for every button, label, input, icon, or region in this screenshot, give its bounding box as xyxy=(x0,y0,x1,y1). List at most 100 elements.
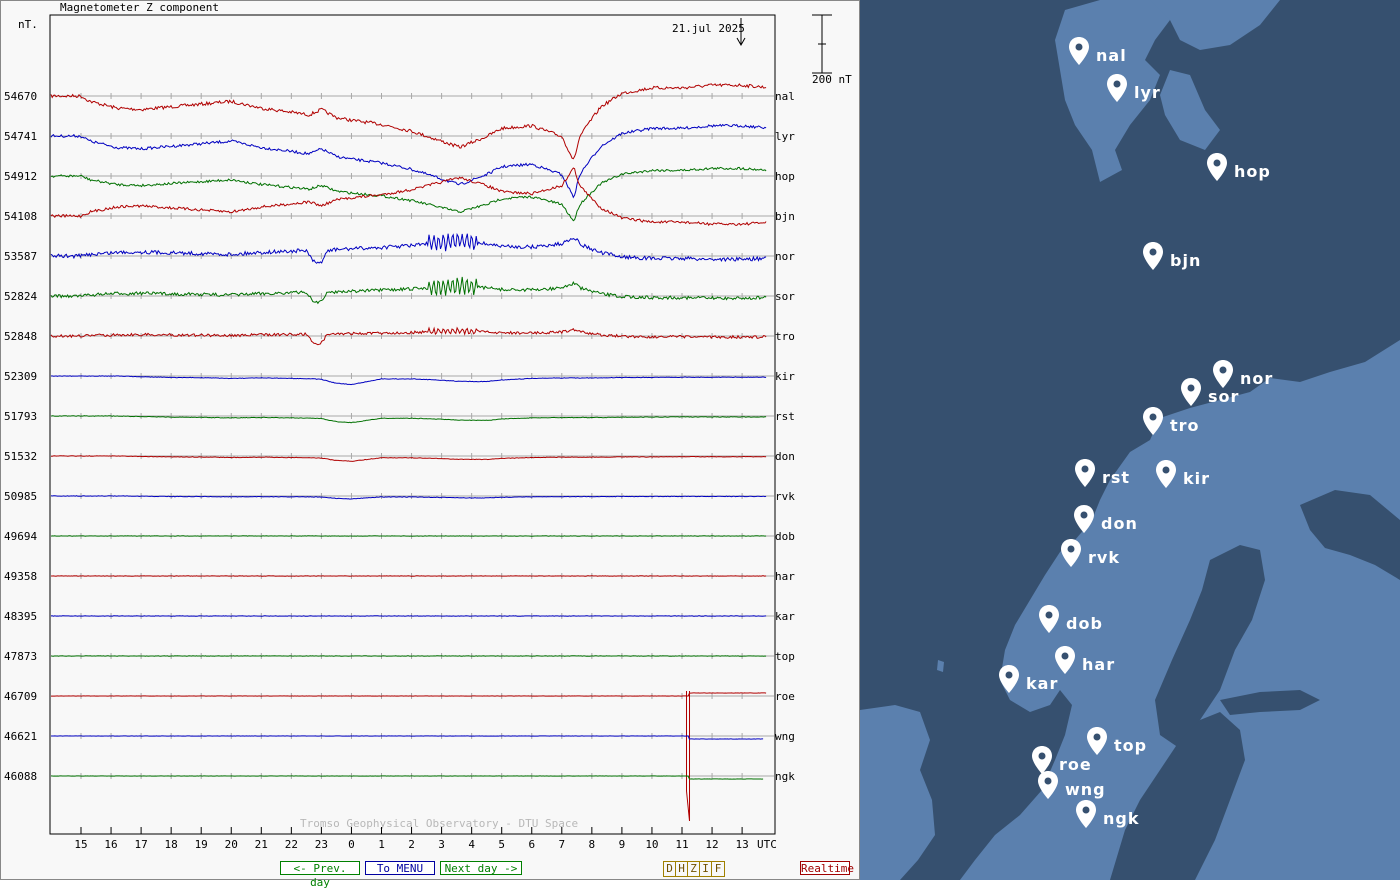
map-station-label: rvk xyxy=(1088,548,1120,567)
map-station-label: nor xyxy=(1240,369,1273,388)
map-station-label: ngk xyxy=(1103,809,1139,828)
x-tick-label: 15 xyxy=(74,838,87,851)
map-pin-icon xyxy=(1212,359,1234,389)
map-pin-icon xyxy=(1142,241,1164,271)
component-z-button[interactable]: Z xyxy=(688,862,700,876)
series-group xyxy=(51,84,766,821)
map-station-label: sor xyxy=(1208,387,1239,406)
x-tick-label: 10 xyxy=(645,838,658,851)
x-tick-label: 7 xyxy=(558,838,565,851)
map-pin-icon xyxy=(1037,770,1059,800)
baseline-labels: 5467054741549125410853587528245284852309… xyxy=(4,90,37,783)
x-tick-label: 2 xyxy=(408,838,415,851)
x-tick-label: 8 xyxy=(589,838,596,851)
series-line-sor xyxy=(51,277,766,303)
series-line-roe xyxy=(51,693,766,696)
map-station-label: kir xyxy=(1183,469,1210,488)
x-tick-label: 12 xyxy=(705,838,718,851)
map-pin-icon xyxy=(1060,538,1082,568)
station-code-label: nal xyxy=(775,90,795,103)
map-pin-icon xyxy=(1073,504,1095,534)
x-tick-label: 0 xyxy=(348,838,355,851)
x-tick-label: 18 xyxy=(165,838,178,851)
menu-button[interactable]: To MENU xyxy=(365,861,435,875)
baseline-label: 49694 xyxy=(4,530,37,543)
x-tick-label: 22 xyxy=(285,838,298,851)
station-code-label: bjn xyxy=(775,210,795,223)
next-day-button[interactable]: Next day -> xyxy=(440,861,522,875)
series-line-lyr xyxy=(51,125,766,198)
x-tick-label: 3 xyxy=(438,838,445,851)
map-station-label: nal xyxy=(1096,46,1127,65)
map-pin-icon xyxy=(1142,406,1164,436)
series-line-rst xyxy=(51,416,766,423)
scale-label: 200 nT xyxy=(812,73,852,86)
chart-title: Magnetometer Z component xyxy=(60,1,219,14)
x-tick-label: 6 xyxy=(528,838,535,851)
map-pin-icon xyxy=(1106,73,1128,103)
map-station-label: lyr xyxy=(1134,83,1161,102)
prev-day-button[interactable]: <- Prev. day xyxy=(280,861,360,875)
x-tick-label: 1 xyxy=(378,838,385,851)
baseline-label: 50985 xyxy=(4,490,37,503)
map-pin-icon xyxy=(1075,799,1097,829)
map-pin-icon xyxy=(1038,604,1060,634)
series-line-wng xyxy=(51,736,763,739)
map-pin-icon xyxy=(998,664,1020,694)
svalbard-east-islands xyxy=(1160,70,1220,150)
x-tick-label: 20 xyxy=(225,838,238,851)
component-f-button[interactable]: F xyxy=(712,862,724,876)
map-station-label: kar xyxy=(1026,674,1058,693)
baseline-label: 51532 xyxy=(4,450,37,463)
map-pin-icon xyxy=(1155,459,1177,489)
shetland-islands xyxy=(937,660,944,672)
baseline-label: 47873 xyxy=(4,650,37,663)
spike-artifact xyxy=(687,691,690,821)
baseline-label: 46088 xyxy=(4,770,37,783)
series-line-kir xyxy=(51,376,766,385)
station-code-label: don xyxy=(775,450,795,463)
map-station-label: bjn xyxy=(1170,251,1201,270)
map-pin-icon xyxy=(1074,458,1096,488)
map-station-label: roe xyxy=(1059,755,1092,774)
map-pin-icon xyxy=(1180,377,1202,407)
x-tick-label: 21 xyxy=(255,838,268,851)
map-station-label: tro xyxy=(1170,416,1200,435)
magnetogram-chart: Magnetometer Z component nT. 21.jul 2025… xyxy=(0,0,860,880)
svalbard-nordaustlandet xyxy=(1150,0,1280,50)
baseline-label: 46621 xyxy=(4,730,37,743)
station-code-label: rst xyxy=(775,410,795,423)
x-tick-label: 13 xyxy=(735,838,748,851)
x-tick-label: 23 xyxy=(315,838,328,851)
station-code-label: kar xyxy=(775,610,795,623)
x-tick-label: 17 xyxy=(134,838,147,851)
station-code-label: nor xyxy=(775,250,795,263)
x-unit-label: UTC xyxy=(757,838,777,851)
x-tick-label: 9 xyxy=(619,838,626,851)
component-h-button[interactable]: H xyxy=(676,862,688,876)
map-station-label: rst xyxy=(1102,468,1130,487)
station-code-label: har xyxy=(775,570,795,583)
map-pin-icon xyxy=(1068,36,1090,66)
baseline-label: 52848 xyxy=(4,330,37,343)
component-i-button[interactable]: I xyxy=(700,862,712,876)
baseline-label: 46709 xyxy=(4,690,37,703)
baseline-label: 52309 xyxy=(4,370,37,383)
baseline-label: 48395 xyxy=(4,610,37,623)
realtime-button[interactable]: Realtime xyxy=(800,861,850,875)
map-pin-icon xyxy=(1054,645,1076,675)
station-code-label: kir xyxy=(775,370,795,383)
map-station-label: har xyxy=(1082,655,1115,674)
plot-frame xyxy=(50,15,775,834)
scale-bar xyxy=(812,15,832,73)
x-tick-label: 11 xyxy=(675,838,688,851)
map-station-label: wng xyxy=(1065,780,1106,799)
component-d-button[interactable]: D xyxy=(664,862,676,876)
station-code-label: top xyxy=(775,650,795,663)
x-tick-label: 4 xyxy=(468,838,475,851)
station-code-label: sor xyxy=(775,290,795,303)
baseline-label: 51793 xyxy=(4,410,37,423)
station-code-label: tro xyxy=(775,330,795,343)
